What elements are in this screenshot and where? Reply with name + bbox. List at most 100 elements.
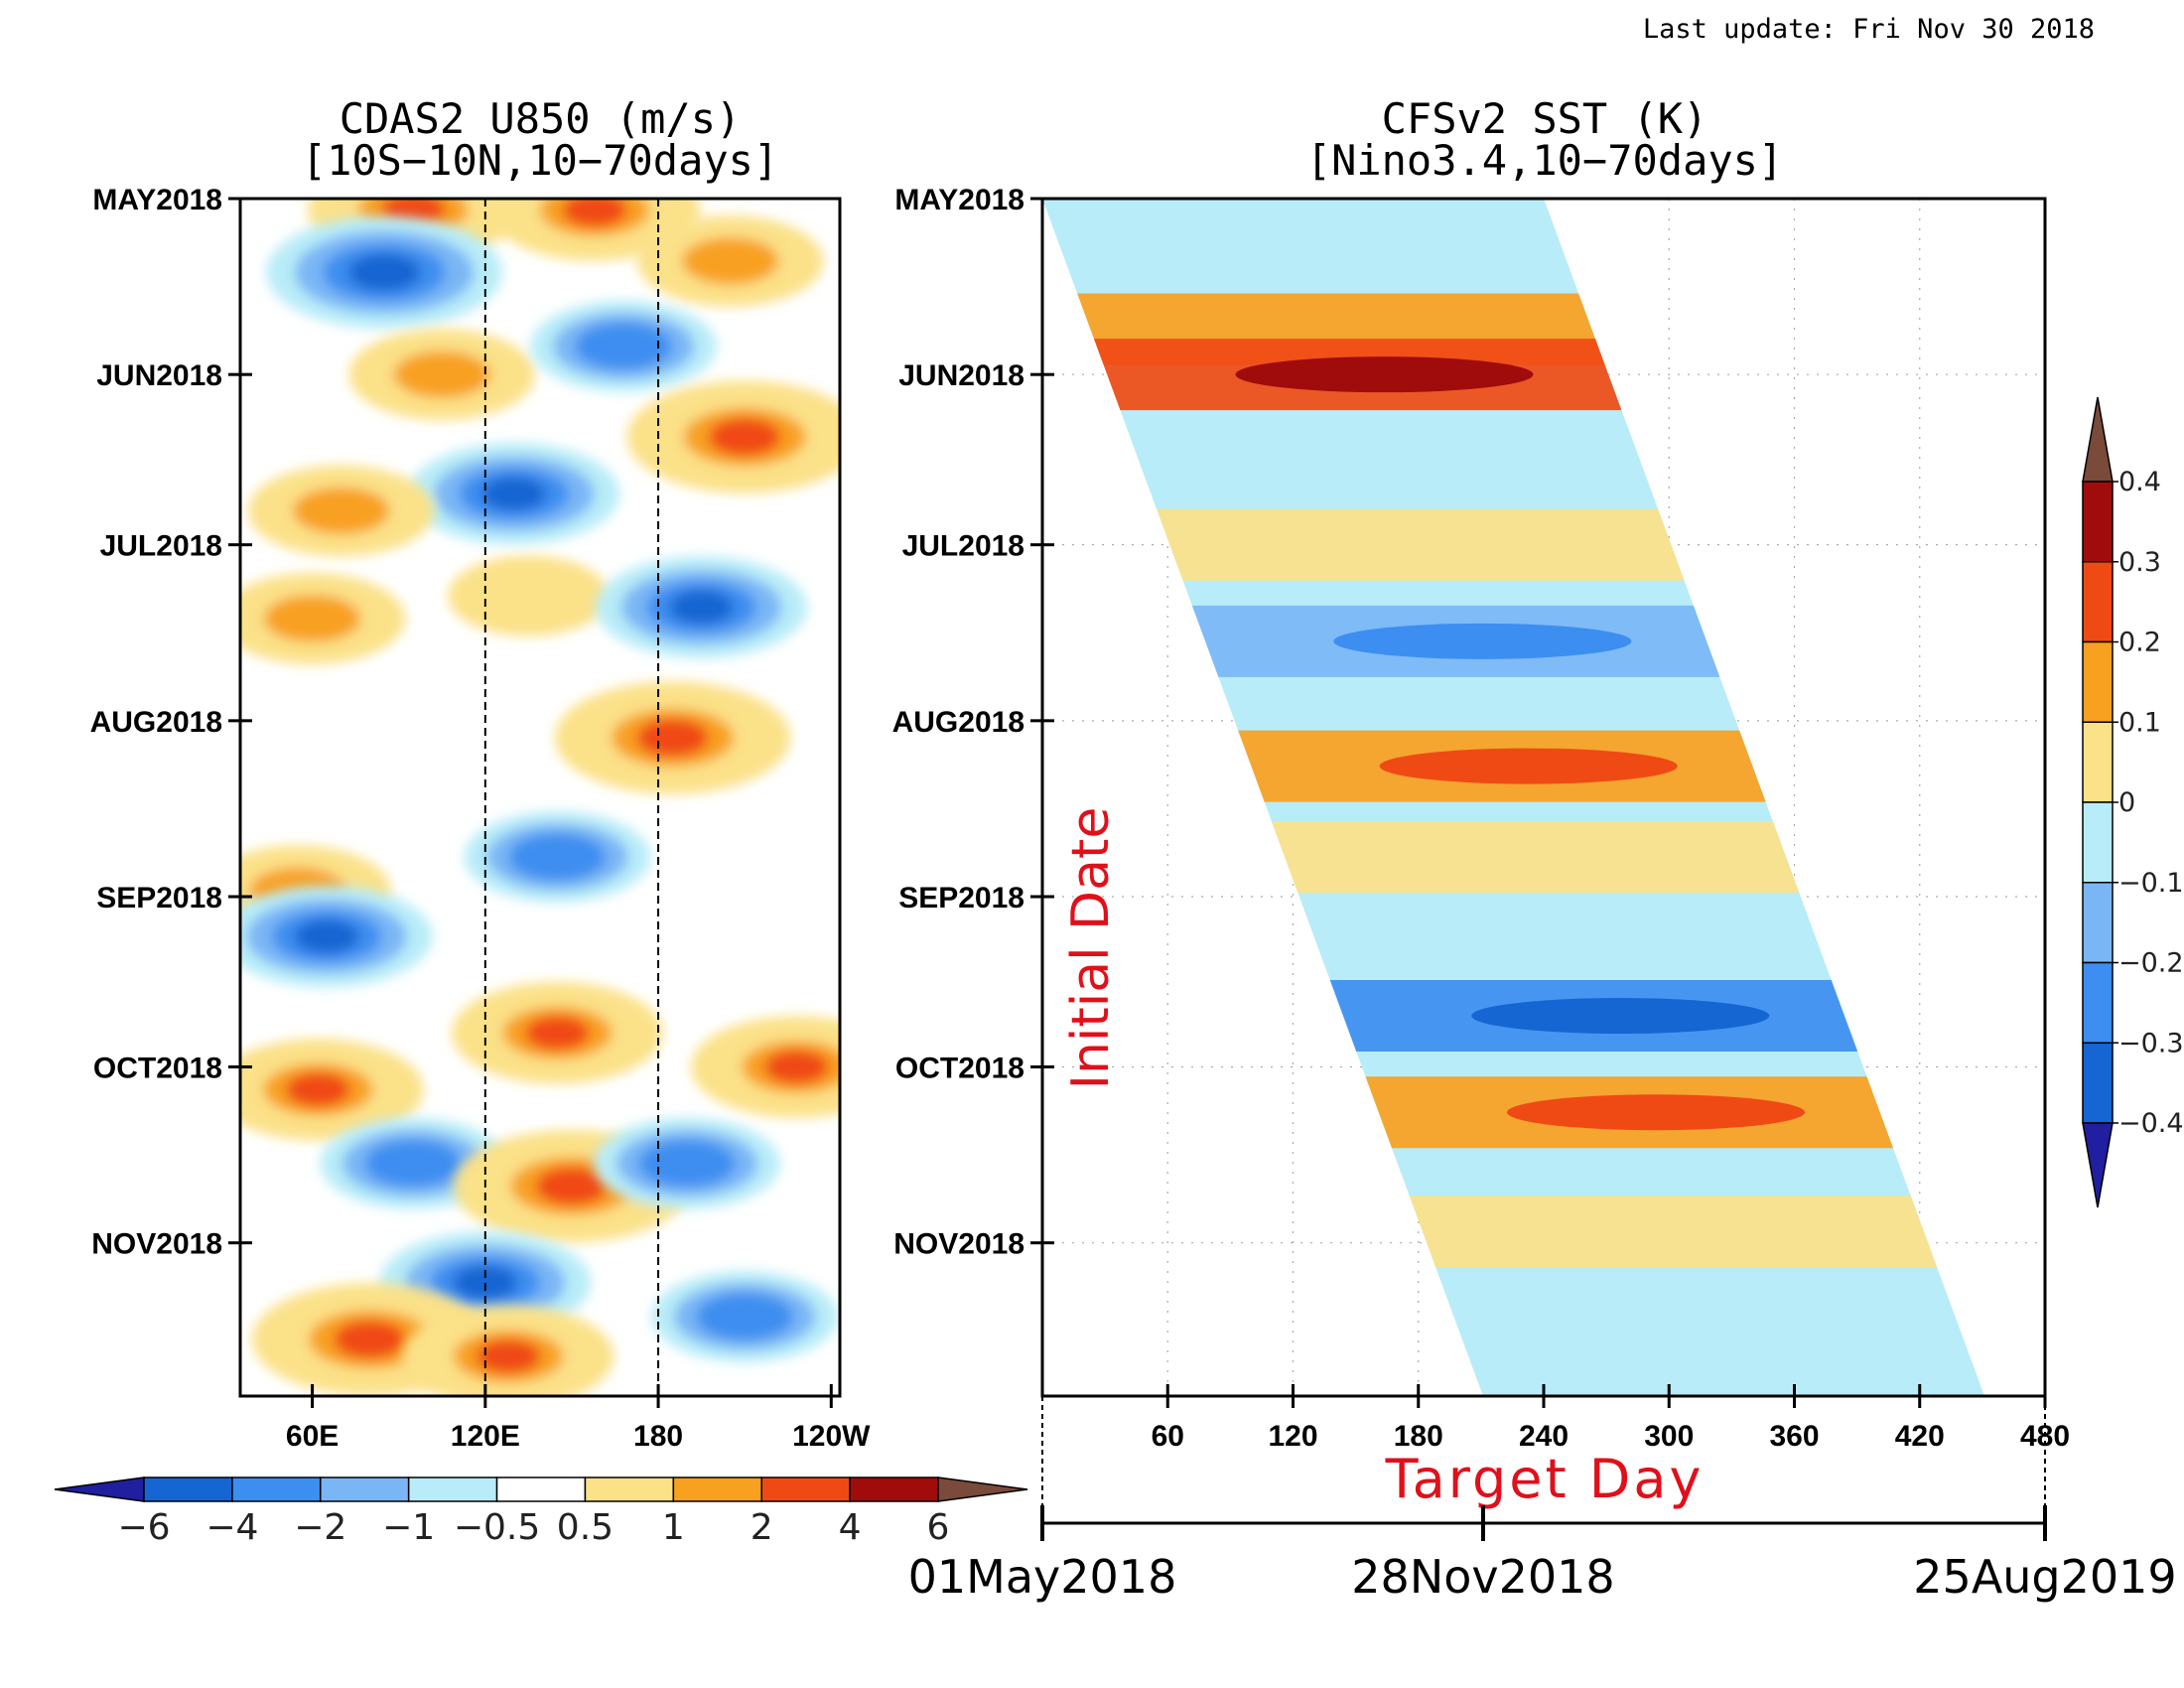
- date-axis: 01May2018 28Nov2018 25Aug2019: [908, 1505, 2177, 1604]
- x-tick-label: 360: [1769, 1420, 1819, 1453]
- date-axis-label: 01May2018: [908, 1550, 1177, 1604]
- date-axis-label: 25Aug2019: [1913, 1550, 2176, 1604]
- right-chart-title: CFSv2 SST (K): [1382, 94, 1708, 143]
- anomaly-blob: [402, 1305, 614, 1396]
- colorbar-high-arrow: [937, 1477, 1028, 1502]
- right-chart-subtitle: [Nino3.4,10−70days]: [1306, 136, 1783, 185]
- colorbar-level-label: 0.5: [557, 1507, 614, 1548]
- x-tick-label: 120E: [451, 1420, 520, 1453]
- anomaly-strip: [1448, 1303, 1978, 1375]
- colorbar-swatch: [2082, 721, 2114, 803]
- anomaly-strip: [1271, 821, 1800, 894]
- anomaly-blob: [448, 555, 610, 636]
- anomaly-blob: [452, 981, 663, 1084]
- colorbar-swatch: [760, 1477, 851, 1502]
- anomaly-blob-core: [636, 719, 709, 757]
- left-colorbar: −6 −4 −2 −1 −0.5 0.5 1 2 4 6: [54, 1477, 1028, 1548]
- anomaly-blob: [651, 1271, 838, 1362]
- y-tick-label: OCT2018: [93, 1052, 222, 1084]
- colorbar-level-label: 6: [927, 1507, 950, 1548]
- y-tick-label: OCT2018: [895, 1052, 1024, 1084]
- colorbar-level-label: 4: [839, 1507, 862, 1548]
- y-tick-label: SEP2018: [898, 882, 1024, 914]
- y-tick-label: JUN2018: [96, 359, 222, 392]
- x-tick-label: 120: [1268, 1420, 1317, 1453]
- anomaly-blob-core: [334, 1320, 406, 1358]
- anomaly-blob: [240, 885, 433, 988]
- x-tick-label: 240: [1519, 1420, 1569, 1453]
- colorbar-level-label: −0.5: [454, 1507, 540, 1548]
- anomaly-blob: [408, 442, 620, 545]
- x-tick-label: 60E: [286, 1420, 339, 1453]
- anomaly-blob: [530, 300, 717, 392]
- colorbar-level-label: 0.4: [2118, 467, 2161, 497]
- colorbar-swatch: [495, 1477, 587, 1502]
- colorbar-level-label: −4: [205, 1507, 258, 1548]
- colorbar-level-label: −0.4: [2118, 1108, 2184, 1139]
- colorbar-high-arrow: [2082, 396, 2114, 483]
- colorbar-swatch: [2082, 1042, 2114, 1124]
- y-tick-label: AUG2018: [90, 706, 222, 739]
- anomaly-blob: [626, 380, 840, 493]
- anomaly-blob-mid: [467, 566, 591, 627]
- anomaly-blob-inner: [638, 1139, 736, 1188]
- anomaly-blob-inner: [393, 351, 491, 398]
- x-tick-label: 120W: [792, 1420, 871, 1453]
- colorbar-level-label: −0.1: [2118, 868, 2184, 899]
- anomaly-blob: [691, 1016, 840, 1118]
- y-tick-label: NOV2018: [893, 1228, 1024, 1261]
- right-y-axis: MAY2018 JUN2018 JUL2018 AUG2018 SEP2018 OCT20…: [892, 184, 1054, 1261]
- y-tick-label: NOV2018: [91, 1228, 222, 1261]
- anomaly-blob-core: [764, 1050, 829, 1084]
- right-x-axis: 60 120 180 240 300 360 420 480: [1041, 1384, 2070, 1519]
- colorbar-swatch: [2082, 801, 2114, 884]
- x-tick-label: 300: [1644, 1420, 1694, 1453]
- anomaly-blob-inner: [696, 1293, 793, 1340]
- colorbar-level-label: 0.3: [2118, 547, 2161, 578]
- y-tick-label: AUG2018: [892, 706, 1024, 739]
- date-axis-label: 28Nov2018: [1351, 1550, 1614, 1604]
- colorbar-level-label: −6: [117, 1507, 170, 1548]
- anomaly-blob-inner: [263, 595, 361, 642]
- colorbar-swatch: [2082, 882, 2114, 964]
- x-tick-label: 420: [1895, 1420, 1945, 1453]
- colorbar-level-label: 0: [2118, 787, 2135, 818]
- colorbar-swatch: [672, 1477, 762, 1502]
- anomaly-blob-inner: [681, 237, 779, 285]
- colorbar-low-arrow: [2082, 1122, 2114, 1208]
- y-tick-label: MAY2018: [92, 184, 222, 216]
- right-y-axis-label: Initial Date: [1061, 807, 1121, 1090]
- anomaly-blob: [247, 465, 435, 557]
- anomaly-blob-core: [348, 253, 421, 292]
- anomaly-blob: [240, 573, 406, 664]
- colorbar-swatch: [143, 1477, 233, 1502]
- colorbar-swatch: [849, 1477, 939, 1502]
- colorbar-low-arrow: [54, 1477, 145, 1502]
- y-tick-label: JUL2018: [902, 530, 1024, 563]
- anomaly-blob-core: [476, 1338, 541, 1374]
- anomaly-blob-inner: [508, 833, 607, 881]
- anomaly-blob-core: [286, 1072, 350, 1107]
- colorbar-level-label: −1: [382, 1507, 435, 1548]
- colorbar-swatch: [2082, 481, 2114, 563]
- anomaly-core: [1471, 998, 1770, 1035]
- y-tick-label: JUN2018: [898, 359, 1024, 392]
- colorbar-level-label: 0.2: [2118, 628, 2161, 658]
- y-tick-label: SEP2018: [96, 882, 222, 914]
- colorbar-swatch: [407, 1477, 498, 1502]
- anomaly-blob: [240, 1039, 424, 1141]
- colorbar-level-label: −0.2: [2118, 948, 2184, 979]
- x-tick-label: 180: [1394, 1420, 1443, 1453]
- right-panel: CFSv2 SST (K) [Nino3.4,10−70days] MAY201…: [892, 94, 2184, 1604]
- colorbar-level-label: −2: [294, 1507, 346, 1548]
- colorbar-swatch: [2082, 561, 2114, 643]
- anomaly-blob: [266, 215, 502, 330]
- left-x-axis: 60E 120E 180 120W: [286, 1384, 871, 1453]
- colorbar-level-label: 0.1: [2118, 707, 2161, 738]
- anomaly-blob-core: [294, 918, 359, 954]
- anomaly-blob-core: [453, 1265, 518, 1300]
- anomaly-strip: [1129, 435, 1658, 507]
- anomaly-blob-core: [669, 590, 734, 625]
- right-colorbar: 0.4 0.3 0.2 0.1 0 −0.1 −0.2 −0.3 −0.4: [2082, 396, 2184, 1208]
- anomaly-blob: [464, 811, 651, 903]
